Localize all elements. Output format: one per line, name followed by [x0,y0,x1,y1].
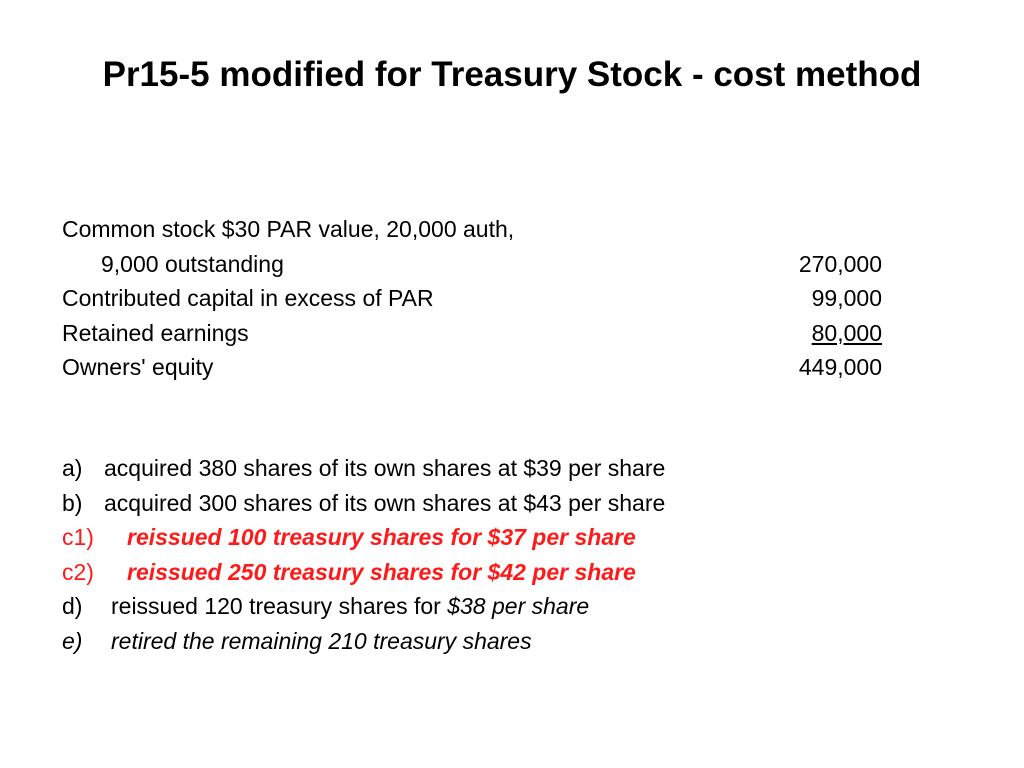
transaction-e-text: retired the remaining 210 treasury share… [111,627,532,654]
transaction-c1-letter: c1) [62,524,94,550]
equity-row-owners-equity: Owners' equity 449,000 [62,350,882,385]
transaction-a: a) acquired 380 shares of its own shares… [62,451,962,486]
transaction-b-letter: b) [62,489,83,516]
retained-earnings-amount: 80,000 [811,319,882,346]
transaction-e-letter: e) [62,627,83,654]
common-stock-amount: 270,000 [798,250,882,277]
slide-title: Pr15-5 modified for Treasury Stock - cos… [102,55,922,94]
equity-row-common-stock: Common stock $30 PAR value, 20,000 auth, [62,212,882,247]
contributed-capital-amount: 99,000 [811,285,882,311]
contributed-capital-label: Contributed capital in excess of PAR [62,285,434,311]
transaction-d-letter: d) [62,593,83,619]
transactions-list: a) acquired 380 shares of its own shares… [62,451,962,658]
transaction-b: b) acquired 300 shares of its own shares… [62,486,962,521]
transaction-a-text: acquired 380 shares of its own shares at… [104,455,666,481]
equity-row-outstanding: 9,000 outstanding 270,000 [62,247,882,282]
outstanding-label: 9,000 outstanding [101,250,284,277]
equity-row-retained-earnings: Retained earnings 80,000 [62,316,882,351]
common-stock-label: Common stock $30 PAR value, 20,000 auth, [62,216,515,242]
transaction-b-text: acquired 300 shares of its own shares at… [104,489,666,516]
owners-equity-section: Common stock $30 PAR value, 20,000 auth,… [62,212,882,385]
transaction-e: e) retired the remaining 210 treasury sh… [62,624,962,659]
owners-equity-amount: 449,000 [798,354,882,380]
transaction-c2-text: reissued 250 treasury shares for $42 per… [127,558,636,585]
transaction-d-price: $38 per share [447,593,590,619]
transaction-c2-letter: c2) [62,558,94,585]
transaction-d-line: reissued 120 treasury shares for $38 per… [111,589,589,624]
equity-row-contributed-capital: Contributed capital in excess of PAR 99,… [62,281,882,316]
transaction-d: d) reissued 120 treasury shares for $38 … [62,589,962,624]
transaction-a-letter: a) [62,455,83,481]
transaction-c1: c1) reissued 100 treasury shares for $37… [62,520,962,555]
retained-earnings-label: Retained earnings [62,319,249,346]
transaction-d-text: reissued 120 treasury shares for [111,593,441,619]
owners-equity-label: Owners' equity [62,354,214,380]
transaction-c2: c2) reissued 250 treasury shares for $42… [62,555,962,590]
transaction-c1-text: reissued 100 treasury shares for $37 per… [127,524,636,550]
